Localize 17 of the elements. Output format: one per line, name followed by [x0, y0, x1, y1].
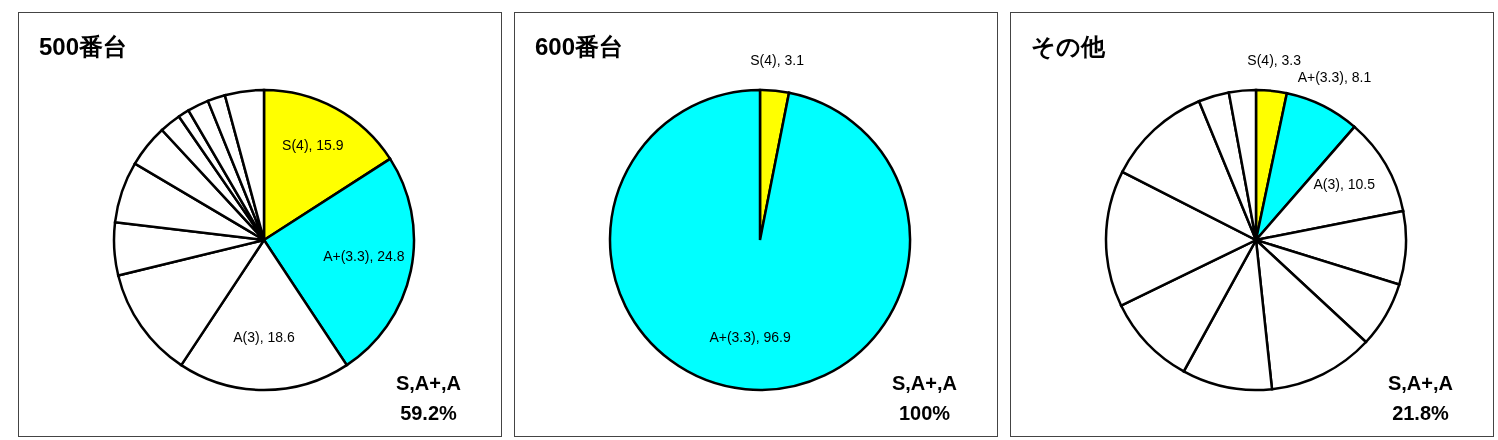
text: S,A+,A [891, 371, 957, 396]
slice-label: S(4), 3.1 [750, 51, 805, 68]
chart-title: 500番台 [39, 32, 128, 62]
text: 21.8% [1391, 401, 1450, 426]
slice-label: A+(3.3), 8.1 [1297, 69, 1372, 86]
slice-label: A+(3.3), 96.9 [709, 328, 791, 345]
chart-title: 600番台 [535, 32, 624, 62]
slice-label: A(3), 18.6 [233, 329, 295, 345]
text: S,A+,A [1387, 371, 1453, 396]
chart-title: その他 [1031, 32, 1105, 62]
slice-label: S(4), 15.9 [282, 137, 344, 154]
text: S,A+,A [395, 371, 461, 396]
slice-label: A+(3.3), 24.8 [323, 248, 405, 264]
text: 100% [897, 401, 952, 426]
slice-label: A(3), 10.5 [1313, 175, 1376, 192]
slice-label: S(4), 3.3 [1247, 51, 1302, 68]
text: 59.2% [399, 401, 458, 426]
